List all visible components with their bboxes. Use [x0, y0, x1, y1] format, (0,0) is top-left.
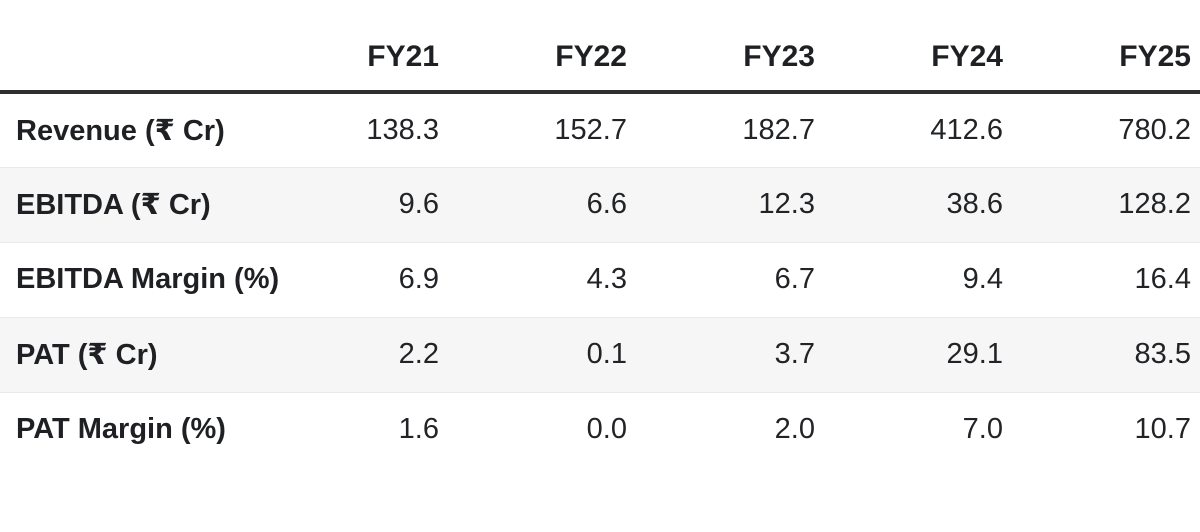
table-header: FY21 FY22 FY23 FY24 FY25 — [0, 0, 1200, 94]
cell-ebitda-fy24: 38.6 — [946, 188, 1003, 220]
col-header-fy25: FY25 — [1012, 0, 1200, 94]
header-row: FY21 FY22 FY23 FY24 FY25 — [0, 0, 1200, 94]
cell-ebitda-fy23: 12.3 — [758, 188, 815, 220]
cell-revenue-fy22: 152.7 — [554, 113, 627, 146]
row-label-revenue: Revenue (₹ Cr) — [16, 114, 225, 147]
cell-ebitda-fy22: 6.6 — [586, 188, 627, 220]
cell-revenue-fy21: 138.3 — [366, 113, 439, 146]
row-label-pat-margin: PAT Margin (%) — [16, 413, 226, 446]
col-header-fy21: FY21 — [260, 0, 448, 94]
cell-pat-fy21: 2.2 — [398, 338, 439, 370]
col-header-fy24: FY24 — [824, 0, 1012, 94]
cell-pat-margin-fy21: 1.6 — [398, 413, 439, 446]
cell-ebitda-margin-fy21: 6.9 — [398, 263, 439, 295]
cell-pat-fy23: 3.7 — [774, 338, 815, 370]
cell-pat-fy22: 0.1 — [586, 338, 627, 370]
cell-ebitda-fy21: 9.6 — [398, 188, 439, 220]
cell-pat-margin-fy23: 2.0 — [774, 413, 815, 446]
table-row-ebitda: EBITDA (₹ Cr) 9.6 6.6 12.3 38.6 128.2 — [0, 167, 1200, 242]
col-header-fy22: FY22 — [448, 0, 636, 94]
financials-table: FY21 FY22 FY23 FY24 FY25 Revenue (₹ Cr) … — [0, 0, 1200, 467]
table-row-ebitda-margin: EBITDA Margin (%) 6.9 4.3 6.7 9.4 16.4 — [0, 242, 1200, 317]
cell-revenue-fy25: 780.2 — [1118, 113, 1191, 146]
cell-ebitda-fy25: 128.2 — [1118, 188, 1191, 220]
cell-ebitda-margin-fy25: 16.4 — [1134, 263, 1191, 295]
table-row-pat-margin: PAT Margin (%) 1.6 0.0 2.0 7.0 10.7 — [0, 392, 1200, 467]
cell-revenue-fy23: 182.7 — [742, 113, 815, 146]
cell-pat-margin-fy22: 0.0 — [586, 413, 627, 446]
row-label-ebitda: EBITDA (₹ Cr) — [16, 189, 211, 221]
row-label-pat: PAT (₹ Cr) — [16, 339, 158, 371]
cell-pat-fy24: 29.1 — [946, 338, 1003, 370]
col-header-fy23: FY23 — [636, 0, 824, 94]
table-row-pat: PAT (₹ Cr) 2.2 0.1 3.7 29.1 83.5 — [0, 317, 1200, 392]
cell-ebitda-margin-fy23: 6.7 — [774, 263, 815, 295]
col-header-metric — [0, 0, 260, 94]
row-label-ebitda-margin: EBITDA Margin (%) — [16, 263, 280, 295]
cell-revenue-fy24: 412.6 — [930, 113, 1003, 146]
cell-pat-margin-fy25: 10.7 — [1134, 413, 1191, 446]
cell-ebitda-margin-fy22: 4.3 — [586, 263, 627, 295]
table-row-revenue: Revenue (₹ Cr) 138.3 152.7 182.7 412.6 7… — [0, 92, 1200, 167]
cell-ebitda-margin-fy24: 9.4 — [962, 263, 1003, 295]
cell-pat-fy25: 83.5 — [1134, 338, 1191, 370]
cell-pat-margin-fy24: 7.0 — [962, 413, 1003, 446]
table-body: Revenue (₹ Cr) 138.3 152.7 182.7 412.6 7… — [0, 92, 1200, 467]
